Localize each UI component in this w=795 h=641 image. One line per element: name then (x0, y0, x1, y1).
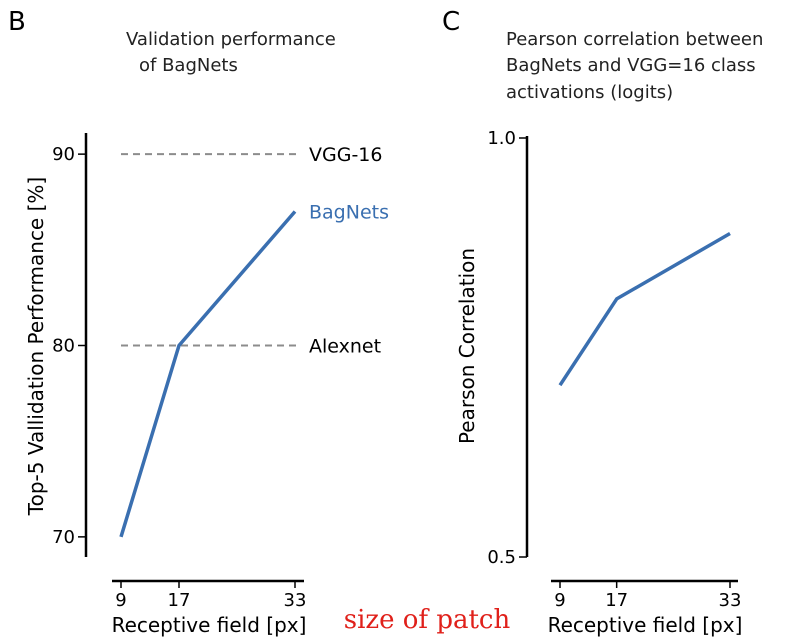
panel-letter-b: B (8, 7, 26, 37)
chart-c-x-tick-label: 17 (605, 590, 628, 611)
panel-letter-c: C (442, 7, 460, 37)
chart-b-ref-label-alexnet: Alexnet (309, 336, 381, 358)
chart-b-y-tick-label: 80 (52, 336, 75, 357)
size-of-patch-annotation: size of patch (344, 605, 511, 635)
chart-b-title-line-1: Validation performance (126, 29, 336, 50)
chart-c-x-tick-label: 33 (719, 590, 742, 611)
chart-b-ylabel: Top-5 Vallidation Performance [%] (24, 177, 48, 516)
chart-b-ref-label-vgg-16: VGG-16 (309, 144, 382, 166)
chart-c-plot: 0.5 1.0 9 17 33 (487, 128, 741, 611)
chart-b-title-line-2: of BagNets (139, 55, 238, 76)
chart-b-x-tick-label: 17 (168, 590, 191, 611)
chart-b-y-tick-label: 90 (52, 144, 75, 165)
chart-c-title-line-2: BagNets and VGG=16 class (506, 55, 756, 76)
chart-b-x-tick-label: 33 (284, 590, 307, 611)
chart-b-y-tick-label: 70 (52, 527, 75, 548)
chart-b-x-tick-label: 9 (115, 590, 126, 611)
chart-b-series-line (119, 210, 297, 538)
chart-c-title-line-1: Pearson correlation between (506, 29, 763, 50)
chart-c-y-tick-label: 1.0 (487, 128, 516, 149)
chart-c-ylabel: Pearson Correlation (455, 248, 479, 444)
chart-b-xlabel: Receptive field [px] (112, 613, 307, 637)
chart-c-xlabel: Receptive field [px] (548, 613, 743, 637)
chart-b-series-label: BagNets (309, 202, 389, 224)
chart-c-x-tick-label: 9 (554, 590, 565, 611)
chart-c-series-line (558, 231, 731, 387)
chart-b-plot: 70 80 90 9 17 33 VGG-16 Alexnet BagNets (52, 133, 389, 611)
chart-c-y-tick-label: 0.5 (487, 547, 516, 568)
chart-c-title-line-3: activations (logits) (506, 82, 673, 103)
